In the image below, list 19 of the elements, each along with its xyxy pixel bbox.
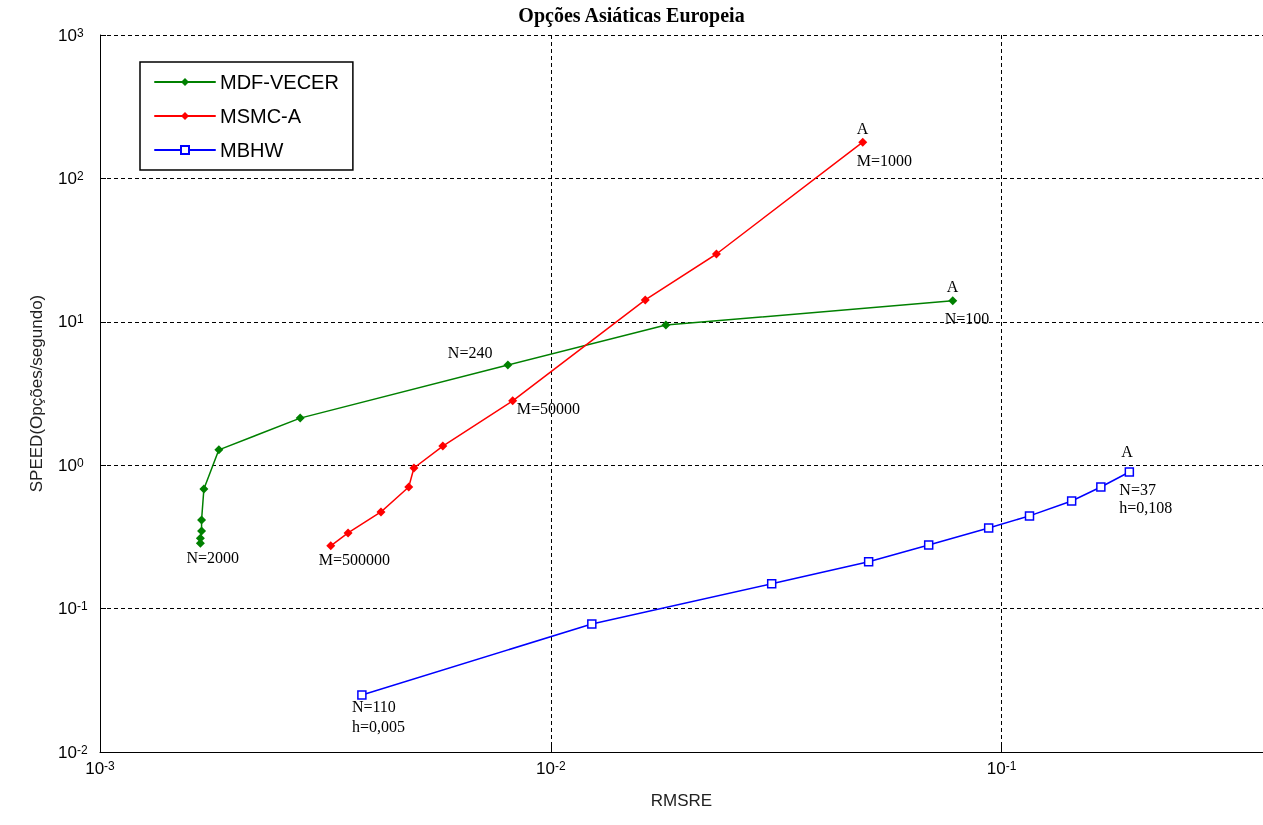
- annotation: A: [1121, 443, 1134, 461]
- annotation: N=240: [447, 344, 493, 362]
- legend-label: MSMC-A: [220, 105, 302, 127]
- annotation: A: [856, 119, 869, 137]
- annotation: h=0,108: [1119, 499, 1173, 517]
- annotation: M=50000: [516, 400, 580, 418]
- annotation: A: [946, 278, 959, 296]
- annotation: N=100: [944, 310, 990, 328]
- x-axis-title: RMSRE: [650, 791, 713, 810]
- annotation: h=0,005: [351, 718, 405, 736]
- annotation: N=110: [351, 698, 396, 716]
- y-axis-title: SPEED(Opções/segundo): [27, 294, 46, 493]
- annotation: M=500000: [318, 551, 391, 569]
- annotation: N=2000: [186, 548, 239, 566]
- annotation: M=1000: [856, 151, 913, 169]
- annotation: N=37: [1119, 481, 1156, 499]
- chart-title: Opções Asiáticas Europeia: [518, 4, 745, 27]
- legend-label: MDF-VECER: [220, 71, 339, 93]
- legend-label: MBHW: [220, 139, 284, 161]
